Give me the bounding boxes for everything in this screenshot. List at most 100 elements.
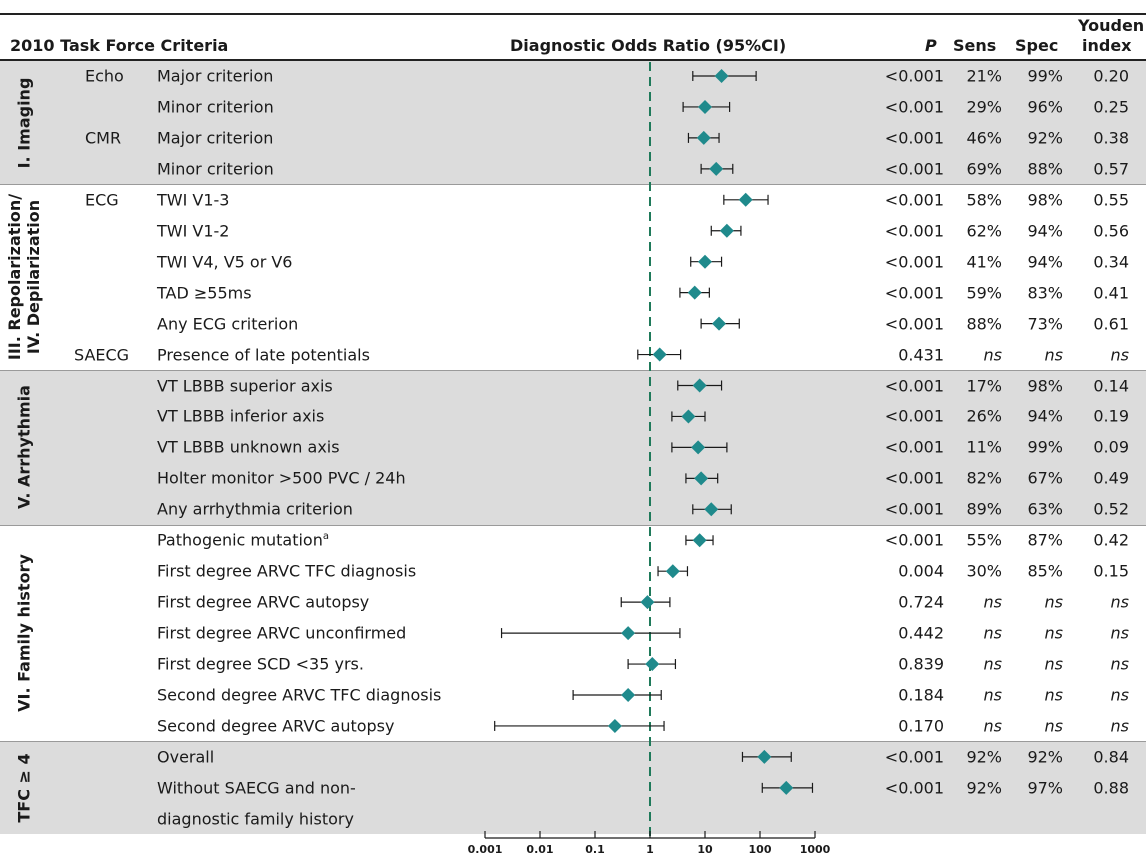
youden-index: ns [1110, 716, 1129, 736]
point-estimate [645, 657, 660, 672]
criterion-text: Without SAECG and non- [157, 778, 356, 798]
criterion-label: Any arrhythmia criterion [157, 500, 353, 519]
sensitivity: 88% [966, 314, 1002, 334]
header-index: index [1082, 36, 1132, 55]
criterion-text: Second degree ARVC TFC diagnosis [157, 685, 442, 705]
criterion-label: VT LBBB superior axis [157, 376, 333, 395]
sensitivity: 21% [966, 66, 1002, 86]
sensitivity: 30% [966, 561, 1002, 581]
point-estimate [665, 564, 680, 579]
point-estimate [621, 626, 636, 641]
criterion-text: First degree ARVC TFC diagnosis [157, 561, 417, 581]
youden-index: ns [1110, 654, 1129, 674]
youden-index: 0.15 [1093, 561, 1129, 581]
criterion-text: VT LBBB unknown axis [157, 437, 340, 457]
p-value: <0.001 [884, 778, 944, 798]
point-estimate [681, 409, 696, 424]
criterion-label: Overall [157, 747, 214, 766]
x-tick-label: 0.1 [585, 843, 605, 856]
subgroup-label: ECG [85, 190, 119, 210]
criterion-label: Minor criterion [157, 97, 274, 116]
sensitivity: 26% [966, 406, 1002, 426]
youden-index: 0.09 [1093, 437, 1129, 457]
specificity: ns [1044, 345, 1063, 365]
p-value: <0.001 [884, 437, 944, 457]
footnote-marker: a [322, 531, 329, 543]
sensitivity: 69% [966, 159, 1002, 179]
sensitivity: 29% [966, 97, 1002, 117]
sensitivity: ns [983, 345, 1002, 365]
criterion-label: Major criterion [157, 67, 273, 86]
x-tick-label: 1 [646, 843, 654, 856]
p-value: <0.001 [884, 252, 944, 272]
specificity: 94% [1027, 406, 1063, 426]
p-value: <0.001 [884, 283, 944, 303]
section-band [0, 370, 1146, 525]
x-tick-label: 10 [697, 843, 713, 856]
specificity: 85% [1027, 561, 1063, 581]
subgroup-label: Echo [85, 66, 124, 86]
point-estimate [709, 161, 724, 176]
specificity: 98% [1027, 376, 1063, 395]
sensitivity: 92% [966, 778, 1002, 798]
criterion-label: TWI V1-3 [157, 190, 229, 209]
criterion-text: Minor criterion [157, 159, 274, 179]
criterion-text: Overall [157, 747, 215, 767]
sensitivity: ns [983, 716, 1002, 736]
p-value: <0.001 [884, 221, 944, 241]
criterion-text: First degree SCD <35 yrs. [157, 654, 364, 674]
criterion-text: Second degree ARVC autopsy [157, 716, 395, 736]
p-value: <0.001 [884, 376, 944, 395]
criterion-text: First degree ARVC autopsy [157, 592, 370, 612]
criterion-label: TAD ≥55ms [157, 283, 252, 302]
criterion-label: Major criterion [157, 128, 273, 147]
youden-index: 0.49 [1093, 468, 1129, 488]
header-youden: Youden [1078, 16, 1145, 35]
youden-index: 0.57 [1093, 159, 1129, 179]
point-estimate [621, 688, 636, 702]
youden-index: 0.41 [1093, 283, 1129, 303]
specificity: 97% [1027, 778, 1063, 798]
p-value: 0.839 [898, 654, 944, 674]
criterion-text: VT LBBB inferior axis [157, 406, 325, 426]
section-divider [0, 524, 1146, 526]
sensitivity: 55% [966, 530, 1002, 550]
point-estimate [692, 378, 707, 393]
section-divider [0, 184, 1146, 186]
x-tick-label: 1000 [800, 843, 831, 856]
specificity: 87% [1027, 530, 1063, 550]
top-rule [0, 13, 1146, 15]
youden-index: 0.84 [1093, 747, 1129, 767]
specificity: 83% [1027, 283, 1063, 303]
point-estimate [687, 285, 702, 300]
point-estimate [696, 130, 711, 145]
specificity: ns [1044, 623, 1063, 643]
point-estimate [692, 533, 707, 548]
point-estimate [719, 223, 734, 238]
criterion-label: Without SAECG and non- [157, 778, 356, 797]
criterion-label: Second degree ARVC TFC diagnosis [157, 686, 441, 705]
p-value: <0.001 [884, 747, 944, 767]
youden-index: 0.19 [1093, 406, 1129, 426]
subgroup-label: CMR [85, 128, 122, 148]
p-value: <0.001 [884, 128, 944, 148]
youden-index: 0.25 [1093, 97, 1129, 117]
specificity: 63% [1027, 499, 1063, 519]
youden-index: ns [1110, 685, 1129, 705]
header-spec: Spec [1015, 36, 1059, 55]
header-p: P [925, 36, 937, 55]
criterion-label: Any ECG criterion [157, 314, 298, 333]
sensitivity: 62% [966, 221, 1002, 241]
p-value: <0.001 [884, 66, 944, 86]
sensitivity: ns [983, 685, 1002, 705]
specificity: 99% [1027, 66, 1063, 86]
youden-index: 0.56 [1093, 221, 1129, 241]
p-value: 0.170 [898, 716, 944, 736]
criterion-label: First degree ARVC TFC diagnosis [157, 562, 416, 581]
criterion-text: Minor criterion [157, 97, 274, 117]
criterion-text: Pathogenic mutation [157, 530, 323, 550]
specificity: 96% [1027, 97, 1063, 117]
section-divider [0, 370, 1146, 372]
point-estimate [712, 316, 727, 331]
header-criteria: 2010 Task Force Criteria [10, 36, 229, 55]
